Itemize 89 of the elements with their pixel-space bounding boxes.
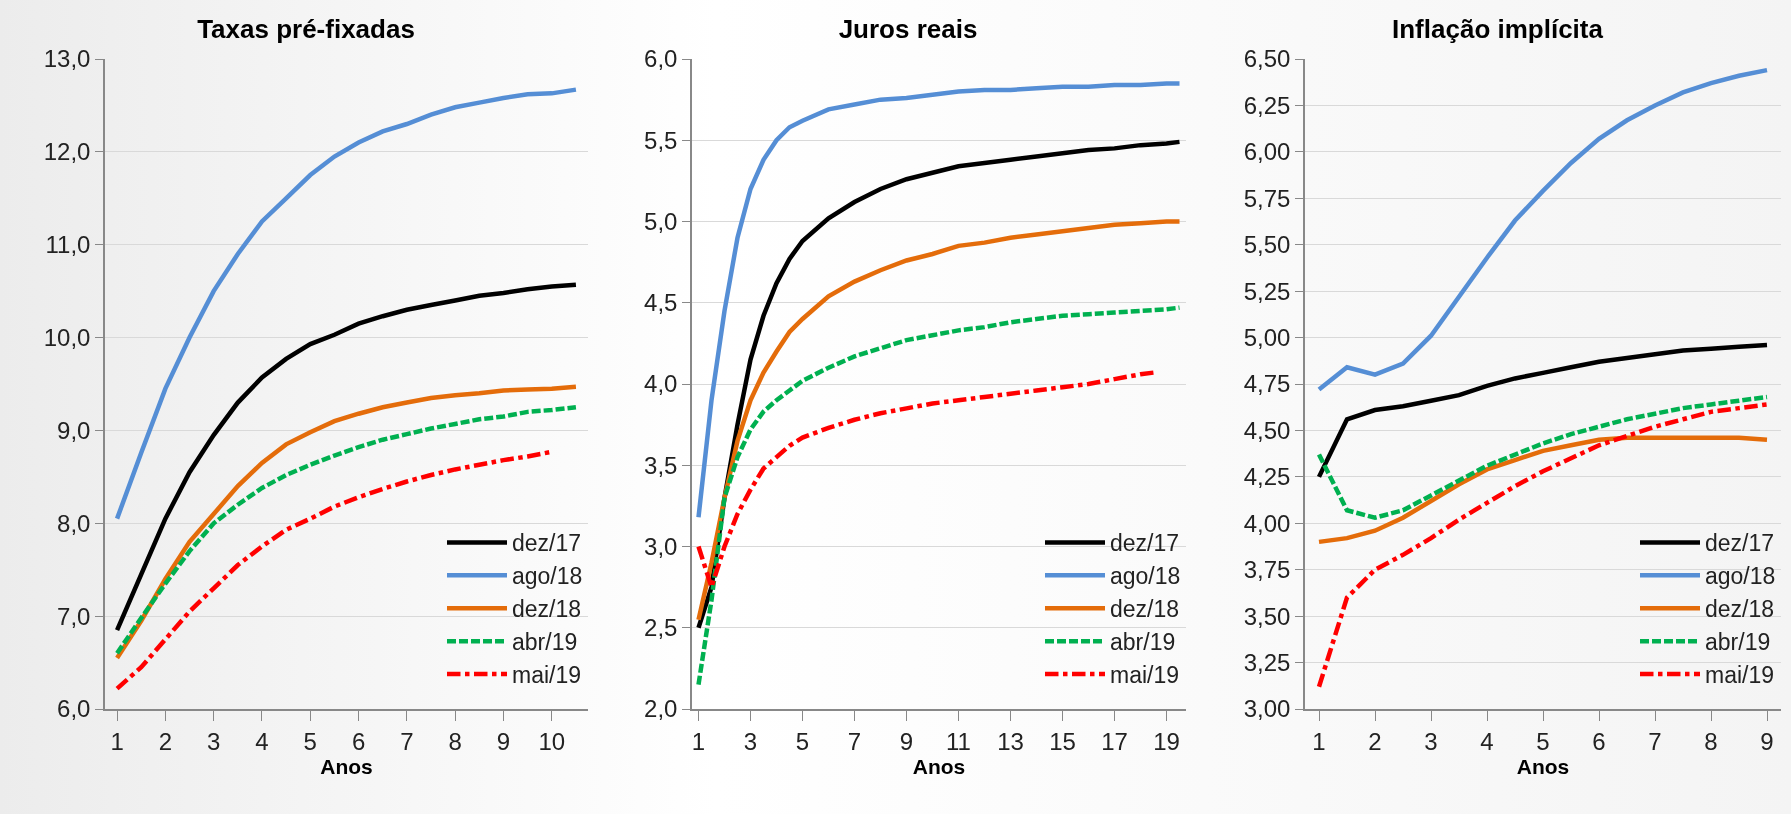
- x-tick-label: 19: [1153, 727, 1180, 755]
- y-tick-label: 3,5: [644, 451, 678, 479]
- x-tick-label: 10: [538, 727, 566, 755]
- y-tick-label: 5,0: [644, 207, 678, 235]
- y-tick-label: 5,00: [1243, 323, 1291, 351]
- legend-label: abr/19: [1705, 629, 1771, 656]
- y-tick-label: 4,50: [1243, 416, 1291, 444]
- x-tick-label: 6: [1592, 727, 1606, 755]
- x-tick-label: 3: [743, 727, 758, 755]
- x-tick-label: 1: [691, 727, 706, 755]
- legend-label: mai/19: [1110, 662, 1180, 689]
- legend-label: dez/18: [1110, 596, 1180, 623]
- y-tick-label: 5,50: [1243, 231, 1291, 259]
- x-tick-label: 2: [1368, 727, 1382, 755]
- chart-title: Juros reais: [838, 13, 978, 44]
- y-tick-label: 7,0: [57, 602, 91, 630]
- x-tick-label: 2: [158, 727, 173, 755]
- x-tick-label: 1: [110, 727, 124, 755]
- y-tick-label: 3,50: [1243, 602, 1291, 630]
- y-tick-label: 13,0: [43, 45, 91, 73]
- x-tick-label: 7: [847, 727, 862, 755]
- line-series: [1316, 67, 1770, 392]
- x-tick-label: 3: [206, 727, 221, 755]
- y-tick-label: 3,0: [644, 532, 678, 560]
- legend-label: abr/19: [512, 629, 578, 656]
- x-tick-label: 15: [1049, 727, 1076, 755]
- y-tick-label: 2,5: [644, 614, 678, 642]
- x-axis-title: Anos: [320, 755, 373, 779]
- x-axis-title: Anos: [912, 755, 966, 779]
- legend-label: dez/18: [512, 596, 582, 623]
- line-series: [114, 87, 579, 521]
- legend-label: dez/17: [1110, 530, 1180, 557]
- x-tick-label: 9: [899, 727, 914, 755]
- x-tick-label: 4: [1480, 727, 1494, 755]
- x-axis-title: Anos: [1516, 755, 1570, 779]
- legend-label: dez/17: [1705, 530, 1775, 557]
- legend-label: ago/18: [1705, 563, 1776, 590]
- y-tick-label: 3,75: [1243, 556, 1291, 584]
- x-tick-label: 8: [1704, 727, 1718, 755]
- x-tick-label: 3: [1424, 727, 1438, 755]
- y-tick-label: 4,00: [1243, 509, 1291, 537]
- y-tick-label: 5,25: [1243, 277, 1291, 305]
- x-tick-label: 7: [1648, 727, 1662, 755]
- y-tick-label: 6,0: [57, 695, 91, 723]
- legend-label: dez/17: [512, 530, 582, 557]
- y-tick-label: 6,0: [644, 45, 678, 73]
- x-tick-label: 7: [400, 727, 414, 755]
- x-tick-label: 9: [1760, 727, 1774, 755]
- y-tick-label: 9,0: [57, 416, 91, 444]
- x-tick-label: 8: [448, 727, 462, 755]
- line-series: [696, 81, 1182, 520]
- x-tick-label: 9: [496, 727, 511, 755]
- legend-label: mai/19: [1705, 662, 1775, 689]
- legend-label: ago/18: [512, 563, 583, 590]
- legend-label: ago/18: [1110, 563, 1181, 590]
- x-tick-label: 17: [1101, 727, 1128, 755]
- chart-title: Inflação implícita: [1392, 13, 1604, 44]
- y-tick-label: 4,75: [1243, 370, 1291, 398]
- y-tick-label: 4,25: [1243, 463, 1291, 491]
- chart-title: Taxas pré-fixadas: [197, 13, 415, 44]
- y-tick-label: 5,5: [644, 126, 678, 154]
- y-tick-label: 6,00: [1243, 138, 1291, 166]
- y-tick-label: 11,0: [45, 231, 91, 259]
- x-tick-label: 5: [1536, 727, 1550, 755]
- x-tick-label: 13: [997, 727, 1024, 755]
- legend-label: dez/18: [1705, 596, 1775, 623]
- x-tick-label: 5: [795, 727, 810, 755]
- legend-label: mai/19: [512, 662, 582, 689]
- y-tick-label: 3,25: [1243, 648, 1291, 676]
- y-tick-label: 5,75: [1243, 184, 1291, 212]
- x-tick-label: 6: [351, 727, 366, 755]
- line-series: [1316, 342, 1770, 480]
- line-series: [696, 219, 1182, 622]
- y-tick-label: 6,50: [1243, 45, 1291, 73]
- y-tick-label: 4,0: [644, 370, 678, 398]
- x-tick-label: 4: [255, 727, 269, 755]
- legend-label: abr/19: [1110, 629, 1176, 656]
- line-series: [696, 305, 1182, 687]
- y-tick-label: 10,0: [43, 323, 91, 351]
- y-tick-label: 3,00: [1243, 695, 1291, 723]
- line-series: [1316, 394, 1770, 520]
- y-tick-label: 6,25: [1243, 91, 1291, 119]
- x-tick-label: 1: [1312, 727, 1326, 755]
- x-tick-label: 5: [303, 727, 317, 755]
- y-tick-label: 4,5: [644, 289, 678, 317]
- x-tick-label: 11: [946, 727, 971, 755]
- y-tick-label: 8,0: [57, 509, 91, 537]
- y-tick-label: 12,0: [43, 138, 91, 166]
- y-tick-label: 2,0: [644, 695, 678, 723]
